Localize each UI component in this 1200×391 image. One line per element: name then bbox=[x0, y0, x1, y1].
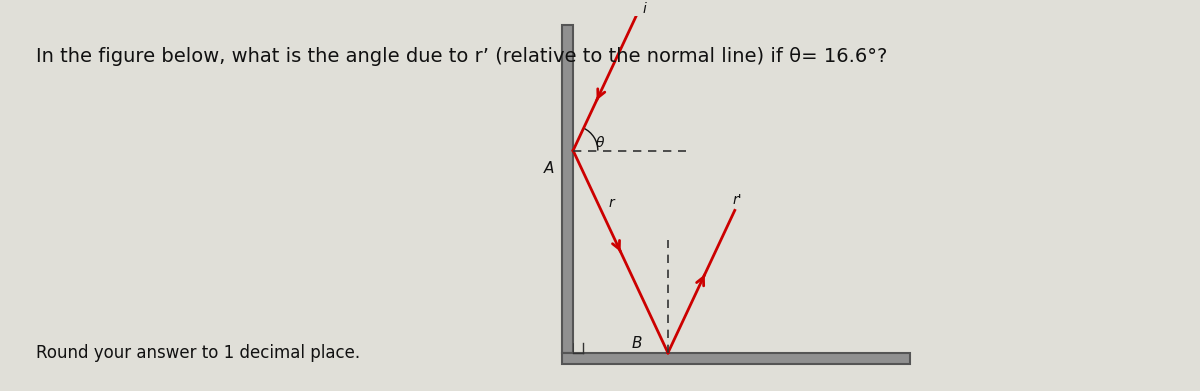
Text: B: B bbox=[632, 336, 642, 352]
Text: r': r' bbox=[732, 193, 742, 206]
Bar bbox=[562, 25, 574, 353]
Text: $\theta$: $\theta$ bbox=[594, 135, 605, 150]
Bar bbox=[562, 353, 911, 364]
Text: In the figure below, what is the angle due to r’ (relative to the normal line) i: In the figure below, what is the angle d… bbox=[36, 47, 887, 66]
Text: A: A bbox=[544, 161, 554, 176]
Text: i: i bbox=[643, 2, 647, 16]
Text: Round your answer to 1 decimal place.: Round your answer to 1 decimal place. bbox=[36, 344, 360, 362]
Text: r: r bbox=[608, 196, 614, 210]
